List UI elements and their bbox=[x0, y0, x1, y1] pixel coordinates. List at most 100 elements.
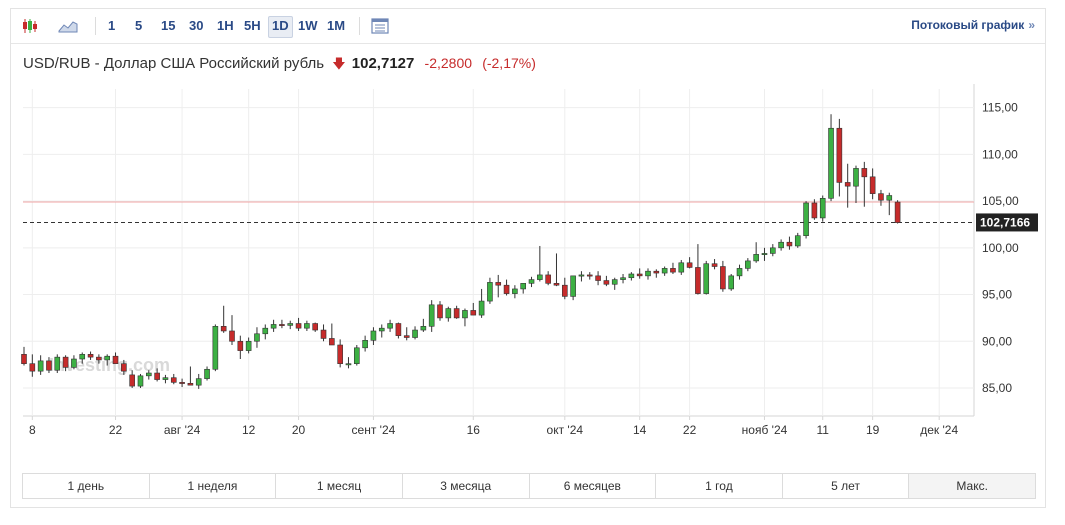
candle-body-up[interactable] bbox=[803, 202, 809, 236]
candle-body-down[interactable] bbox=[878, 193, 884, 201]
candle-body-up[interactable] bbox=[370, 330, 377, 341]
candle-body-up[interactable] bbox=[828, 127, 834, 199]
candle-body-down[interactable] bbox=[96, 356, 102, 361]
candle-body-up[interactable] bbox=[212, 326, 219, 370]
candle-body-up[interactable] bbox=[462, 310, 468, 319]
candle-body-up[interactable] bbox=[195, 378, 202, 386]
candle-body-up[interactable] bbox=[420, 326, 427, 331]
range-button-3[interactable]: 3 месяца bbox=[403, 474, 530, 498]
candle-body-down[interactable] bbox=[337, 344, 343, 364]
candle-body-down[interactable] bbox=[21, 354, 27, 364]
candle-body-up[interactable] bbox=[353, 347, 360, 364]
candle-body-up[interactable] bbox=[645, 270, 651, 277]
candle-body-down[interactable] bbox=[844, 182, 851, 187]
candle-body-up[interactable] bbox=[362, 340, 368, 349]
candle-body-down[interactable] bbox=[720, 266, 726, 290]
candle-body-up[interactable] bbox=[703, 263, 710, 294]
candle-body-down[interactable] bbox=[695, 267, 701, 294]
candle-body-down[interactable] bbox=[470, 310, 477, 316]
candle-body-down[interactable] bbox=[395, 323, 402, 336]
interval-1-button[interactable]: 1 bbox=[108, 18, 116, 33]
candle-body-up[interactable] bbox=[412, 329, 418, 338]
range-button-6[interactable]: 5 лет bbox=[783, 474, 910, 498]
candle-body-down[interactable] bbox=[603, 280, 610, 285]
candle-body-down[interactable] bbox=[711, 263, 718, 267]
interval-15-button[interactable]: 15 bbox=[161, 18, 176, 33]
candle-body-up[interactable] bbox=[37, 360, 44, 372]
candle-body-up[interactable] bbox=[678, 262, 685, 273]
candle-body-down[interactable] bbox=[836, 127, 843, 183]
candle-body-down[interactable] bbox=[62, 356, 69, 368]
range-button-1[interactable]: 1 неделя bbox=[150, 474, 277, 498]
candle-body-up[interactable] bbox=[71, 358, 77, 368]
candle-body-up[interactable] bbox=[736, 268, 743, 277]
candle-body-down[interactable] bbox=[121, 363, 127, 372]
candle-body-down[interactable] bbox=[636, 273, 643, 277]
candle-body-up[interactable] bbox=[611, 279, 618, 285]
candle-body-up[interactable] bbox=[512, 288, 518, 294]
candle-body-down[interactable] bbox=[545, 274, 551, 284]
candle-body-up[interactable] bbox=[628, 273, 635, 279]
candle-body-up[interactable] bbox=[761, 253, 768, 255]
candle-body-down[interactable] bbox=[869, 176, 876, 194]
candle-body-down[interactable] bbox=[786, 241, 793, 247]
candle-body-down[interactable] bbox=[861, 168, 868, 178]
interval-1w-button[interactable]: 1W bbox=[298, 18, 318, 33]
candle-body-down[interactable] bbox=[295, 323, 302, 329]
candle-body-down[interactable] bbox=[170, 377, 177, 383]
candle-body-down[interactable] bbox=[586, 274, 593, 277]
candle-body-down[interactable] bbox=[561, 284, 568, 297]
candle-body-up[interactable] bbox=[537, 274, 543, 280]
candle-body-up[interactable] bbox=[262, 327, 269, 335]
candle-body-down[interactable] bbox=[403, 335, 410, 338]
candle-body-down[interactable] bbox=[187, 382, 194, 386]
candle-body-down[interactable] bbox=[453, 308, 460, 319]
candle-body-up[interactable] bbox=[254, 333, 260, 342]
interval-1h-button[interactable]: 1H bbox=[217, 18, 234, 33]
candle-body-up[interactable] bbox=[245, 340, 252, 351]
candle-body-up[interactable] bbox=[137, 375, 144, 387]
candle-body-up[interactable] bbox=[819, 198, 826, 219]
candle-body-down[interactable] bbox=[670, 268, 676, 273]
candle-body-down[interactable] bbox=[87, 354, 94, 358]
candle-body-up[interactable] bbox=[287, 323, 294, 326]
table-view-icon[interactable] bbox=[369, 15, 391, 37]
candle-body-down[interactable] bbox=[46, 360, 52, 371]
candle-body-down[interactable] bbox=[495, 282, 502, 286]
interval-1m-button[interactable]: 1M bbox=[327, 18, 346, 33]
candle-body-up[interactable] bbox=[753, 254, 759, 262]
candle-body-up[interactable] bbox=[778, 241, 784, 249]
candle-body-up[interactable] bbox=[478, 300, 485, 316]
candle-body-up[interactable] bbox=[204, 368, 210, 379]
candle-body-up[interactable] bbox=[661, 268, 668, 274]
candle-body-down[interactable] bbox=[112, 355, 119, 364]
candle-body-up[interactable] bbox=[570, 275, 576, 297]
candle-body-down[interactable] bbox=[237, 340, 244, 351]
candlestick-chart[interactable]: 85,00 90,00 95,00 100,00 105,00 110,00 115,00 8… bbox=[11, 9, 1045, 449]
candle-body-down[interactable] bbox=[894, 201, 901, 223]
candle-body-up[interactable] bbox=[487, 282, 493, 302]
candle-body-up[interactable] bbox=[620, 277, 626, 280]
candle-body-up[interactable] bbox=[428, 304, 435, 327]
candle-body-up[interactable] bbox=[79, 354, 86, 360]
candle-body-up[interactable] bbox=[345, 363, 352, 366]
candle-body-down[interactable] bbox=[179, 382, 185, 384]
candle-body-up[interactable] bbox=[104, 355, 110, 361]
candle-body-up[interactable] bbox=[304, 323, 310, 329]
candle-body-down[interactable] bbox=[503, 284, 510, 294]
candle-body-up[interactable] bbox=[853, 168, 859, 187]
candle-body-up[interactable] bbox=[745, 260, 751, 269]
candle-body-up[interactable] bbox=[146, 372, 152, 377]
candle-body-down[interactable] bbox=[595, 275, 601, 281]
candle-body-down[interactable] bbox=[220, 326, 227, 332]
interval-1d-button[interactable]: 1D bbox=[268, 16, 293, 38]
candle-body-up[interactable] bbox=[445, 308, 452, 319]
candle-body-down[interactable] bbox=[653, 270, 660, 274]
candle-body-down[interactable] bbox=[129, 374, 135, 387]
range-button-4[interactable]: 6 месяцев bbox=[530, 474, 657, 498]
candle-body-down[interactable] bbox=[312, 323, 319, 331]
candle-body-up[interactable] bbox=[886, 195, 893, 201]
candle-body-down[interactable] bbox=[437, 304, 443, 319]
stream-chart-link[interactable]: Потоковый график» bbox=[911, 18, 1035, 32]
area-chart-icon[interactable] bbox=[57, 15, 79, 37]
